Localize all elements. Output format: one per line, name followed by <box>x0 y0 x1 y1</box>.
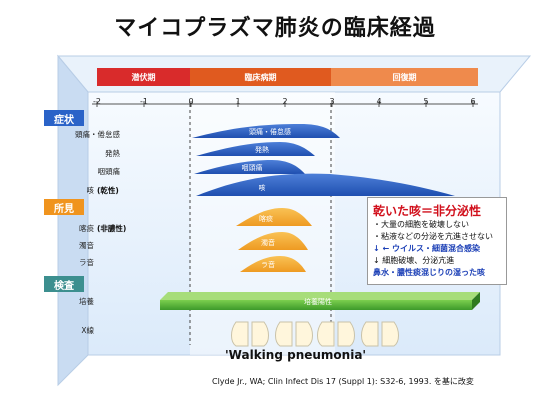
info-box-line-2: ・粘液などの分泌を亢進させない <box>373 232 493 241</box>
row-rales: ラ音 <box>79 258 94 267</box>
row-sputum: 喀痰 <box>79 224 94 233</box>
row-cough: 咳 <box>86 186 95 195</box>
label-cough: 咳 <box>258 184 266 192</box>
shape-culture <box>160 292 480 300</box>
phase-latent: 潜伏期 <box>97 68 190 86</box>
label-sore-throat: 咽頭痛 <box>241 164 263 172</box>
tick-label: 6 <box>470 97 476 106</box>
row-dullness: 濁音 <box>79 241 94 250</box>
label-headache: 頭痛・倦怠感 <box>249 128 291 136</box>
label-sputum: 喀痰 <box>259 215 273 223</box>
label-culture: 培養陽性 <box>304 298 332 306</box>
info-box-line-5: 鼻水・膿性痰混じりの湿った咳 <box>373 268 485 277</box>
side-label-non-purulent: (非膿性) <box>97 224 127 233</box>
tick-label: 0 <box>188 97 194 106</box>
info-box-line-1: ・大量の細胞を破壊しない <box>373 220 469 229</box>
lung-icons <box>231 321 399 347</box>
shape-fever <box>196 142 315 156</box>
row-sore-throat: 咽頭痛 <box>97 167 121 176</box>
row-headache: 頭痛・倦怠感 <box>75 130 120 139</box>
shape-dullness <box>238 232 308 250</box>
side-label-dry: (乾性) <box>97 186 119 195</box>
page-title: マイコプラズマ肺炎の臨床経過 <box>114 16 436 41</box>
tick-label: 4 <box>376 97 382 106</box>
tick-label: -2 <box>93 97 101 106</box>
row-fever: 発熱 <box>105 149 120 158</box>
citation: Clyde Jr., WA; Clin Infect Dis 17 (Suppl… <box>212 377 474 386</box>
category-symptoms: 症状 <box>44 110 84 126</box>
tick-label: 1 <box>235 97 241 106</box>
tick-label: 5 <box>423 97 429 106</box>
label-fever: 発熱 <box>255 146 269 154</box>
label-rales: ラ音 <box>261 261 275 269</box>
walking-pneumonia-caption: 'Walking pneumonia' <box>225 348 367 362</box>
shape-sore-throat <box>194 160 305 174</box>
category-tests: 検査 <box>44 276 84 292</box>
row-xray: X線 <box>81 326 94 335</box>
shape-rales <box>240 256 306 272</box>
tick-label: 3 <box>329 97 335 106</box>
info-box-line-4: ↓ 細胞破壊、分泌亢進 <box>373 256 455 265</box>
dry-cough-info-box: 乾いた咳＝非分泌性 ・大量の細胞を破壊しない ・粘液などの分泌を亢進させない ↓… <box>367 197 507 285</box>
shape-headache <box>192 124 340 138</box>
label-dullness: 濁音 <box>261 239 275 247</box>
tick-label: -1 <box>140 97 148 106</box>
tick-label: 2 <box>282 97 288 106</box>
phase-recovery: 回復期 <box>331 68 478 86</box>
category-findings: 所見 <box>44 199 84 215</box>
shape-cough <box>196 173 455 196</box>
phase-clinical: 臨床病期 <box>190 68 331 86</box>
info-box-line-3: ↓ ← ウイルス・細菌混合感染 <box>373 244 480 253</box>
shape-sputum <box>236 208 312 226</box>
row-culture: 培養 <box>79 297 94 306</box>
info-box-heading: 乾いた咳＝非分泌性 <box>373 204 482 218</box>
